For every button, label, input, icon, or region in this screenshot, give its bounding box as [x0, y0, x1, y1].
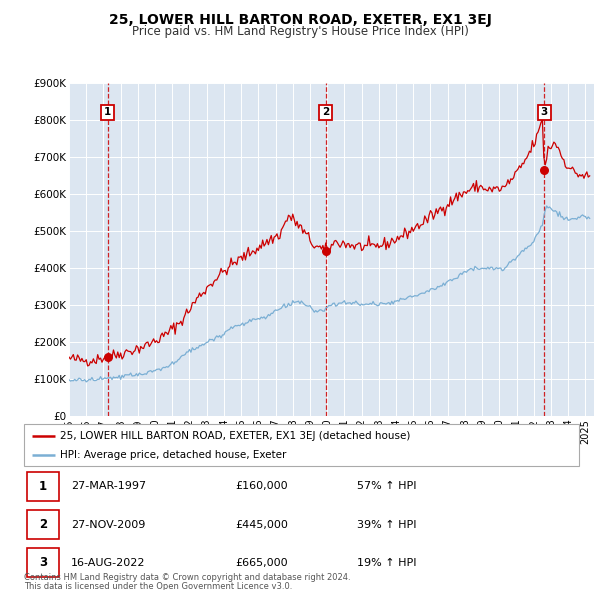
Text: 3: 3 [39, 556, 47, 569]
Text: 25, LOWER HILL BARTON ROAD, EXETER, EX1 3EJ: 25, LOWER HILL BARTON ROAD, EXETER, EX1 … [109, 13, 491, 27]
Text: 2: 2 [322, 107, 329, 117]
Text: £445,000: £445,000 [235, 520, 288, 529]
FancyBboxPatch shape [27, 472, 59, 500]
Text: HPI: Average price, detached house, Exeter: HPI: Average price, detached house, Exet… [60, 450, 286, 460]
Text: 27-MAR-1997: 27-MAR-1997 [71, 481, 146, 491]
Text: 39% ↑ HPI: 39% ↑ HPI [357, 520, 416, 529]
Text: 16-AUG-2022: 16-AUG-2022 [71, 558, 146, 568]
Text: £160,000: £160,000 [235, 481, 287, 491]
Text: Contains HM Land Registry data © Crown copyright and database right 2024.: Contains HM Land Registry data © Crown c… [24, 573, 350, 582]
Point [539, 165, 549, 175]
FancyBboxPatch shape [27, 549, 59, 577]
Point [103, 352, 112, 362]
Text: 57% ↑ HPI: 57% ↑ HPI [357, 481, 416, 491]
Text: This data is licensed under the Open Government Licence v3.0.: This data is licensed under the Open Gov… [24, 582, 292, 590]
Text: 1: 1 [104, 107, 111, 117]
Text: 2: 2 [39, 518, 47, 531]
FancyBboxPatch shape [24, 424, 579, 466]
Text: 19% ↑ HPI: 19% ↑ HPI [357, 558, 416, 568]
FancyBboxPatch shape [27, 510, 59, 539]
Text: Price paid vs. HM Land Registry's House Price Index (HPI): Price paid vs. HM Land Registry's House … [131, 25, 469, 38]
Text: 3: 3 [541, 107, 548, 117]
Point [321, 247, 331, 256]
Text: 25, LOWER HILL BARTON ROAD, EXETER, EX1 3EJ (detached house): 25, LOWER HILL BARTON ROAD, EXETER, EX1 … [60, 431, 410, 441]
Text: 27-NOV-2009: 27-NOV-2009 [71, 520, 146, 529]
Text: 1: 1 [39, 480, 47, 493]
Text: £665,000: £665,000 [235, 558, 287, 568]
